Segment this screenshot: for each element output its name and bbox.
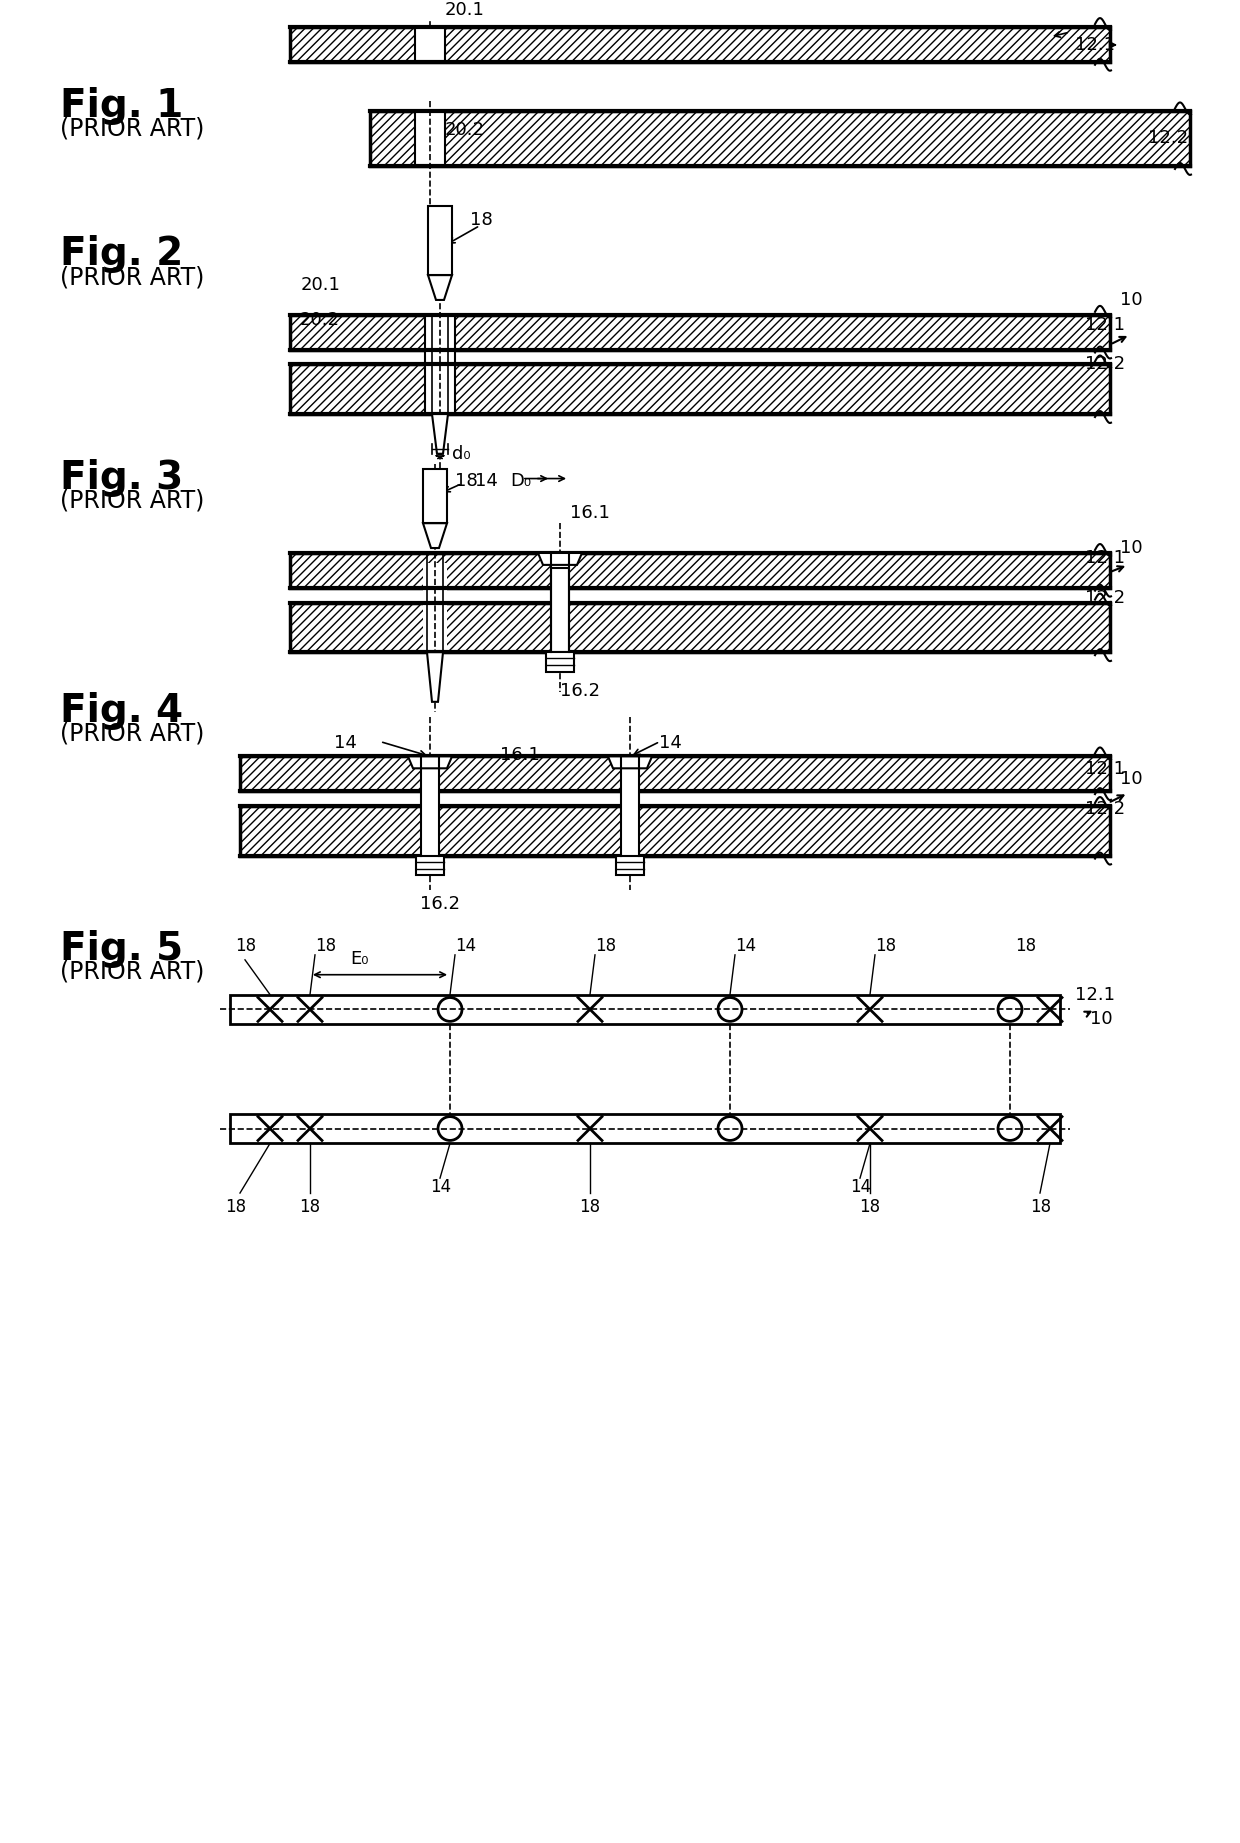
Bar <box>290 365 1110 415</box>
Polygon shape <box>432 415 448 453</box>
Text: 16.2: 16.2 <box>560 682 600 700</box>
Polygon shape <box>427 652 443 702</box>
Text: 16.1: 16.1 <box>500 746 539 765</box>
Bar <box>415 855 444 875</box>
Bar <box>423 468 446 523</box>
Text: 14: 14 <box>334 734 356 752</box>
Text: Fig. 1: Fig. 1 <box>60 87 184 125</box>
Text: 10: 10 <box>1120 538 1142 557</box>
Text: (PRIOR ART): (PRIOR ART) <box>60 265 205 289</box>
Bar <box>428 206 453 275</box>
Bar <box>290 28 1110 63</box>
Polygon shape <box>538 553 582 566</box>
Text: 18: 18 <box>236 936 257 955</box>
Text: 18: 18 <box>579 1198 600 1216</box>
Text: 18: 18 <box>315 936 336 955</box>
Text: 12.1: 12.1 <box>1085 315 1125 334</box>
Polygon shape <box>423 523 446 547</box>
Text: 16.1: 16.1 <box>570 505 610 522</box>
Text: 12.2: 12.2 <box>1085 356 1125 374</box>
Text: 18: 18 <box>470 210 492 229</box>
Text: (PRIOR ART): (PRIOR ART) <box>60 116 205 140</box>
Text: 14: 14 <box>658 734 682 752</box>
Bar <box>551 568 569 652</box>
Bar <box>621 769 639 857</box>
Text: 18: 18 <box>224 1198 246 1216</box>
Text: 10: 10 <box>1120 291 1142 310</box>
Polygon shape <box>608 756 652 769</box>
Text: 20.1: 20.1 <box>300 276 340 295</box>
Text: Fig. 4: Fig. 4 <box>60 691 184 730</box>
Bar <box>546 652 574 673</box>
Bar <box>423 562 446 654</box>
Text: Fig. 3: Fig. 3 <box>60 459 184 498</box>
Text: 12.1: 12.1 <box>1085 549 1125 568</box>
Bar <box>290 553 1110 588</box>
Text: 12.2: 12.2 <box>1085 800 1125 818</box>
Text: 20.2: 20.2 <box>300 311 340 328</box>
Text: D₀: D₀ <box>510 472 531 490</box>
Text: 20.2: 20.2 <box>445 122 485 140</box>
Bar <box>290 603 1110 652</box>
Bar <box>241 756 1110 791</box>
Bar <box>415 109 445 168</box>
Bar <box>229 995 1060 1025</box>
Bar <box>370 111 1190 166</box>
Text: 14: 14 <box>849 1178 872 1196</box>
Text: 18: 18 <box>859 1198 880 1216</box>
Text: 18: 18 <box>455 472 477 490</box>
Text: 12.2: 12.2 <box>1085 588 1125 606</box>
Text: (PRIOR ART): (PRIOR ART) <box>60 488 205 512</box>
Polygon shape <box>428 275 453 300</box>
Bar <box>415 26 445 65</box>
Bar <box>425 313 455 417</box>
Text: Fig. 5: Fig. 5 <box>60 931 184 968</box>
Polygon shape <box>408 756 453 769</box>
Bar <box>290 315 1110 350</box>
Text: 16.2: 16.2 <box>420 896 460 914</box>
Text: (PRIOR ART): (PRIOR ART) <box>60 722 205 746</box>
Bar <box>422 769 439 857</box>
Text: 18: 18 <box>875 936 897 955</box>
Bar <box>241 805 1110 855</box>
Text: 12.1: 12.1 <box>1075 986 1115 1004</box>
Text: 12.1: 12.1 <box>1085 761 1125 778</box>
Text: 20.1: 20.1 <box>445 2 485 18</box>
Text: 10: 10 <box>1120 770 1142 789</box>
Text: 18: 18 <box>299 1198 321 1216</box>
Text: 14: 14 <box>455 936 476 955</box>
Bar <box>551 566 569 654</box>
Text: 12.1: 12.1 <box>1075 35 1115 53</box>
Bar <box>616 855 644 875</box>
Text: 18: 18 <box>1030 1198 1052 1216</box>
Text: 18: 18 <box>1016 936 1037 955</box>
Bar <box>229 1113 1060 1143</box>
Text: 14: 14 <box>735 936 756 955</box>
Text: 18: 18 <box>595 936 616 955</box>
Text: (PRIOR ART): (PRIOR ART) <box>60 960 205 984</box>
Text: d₀: d₀ <box>453 444 471 463</box>
Text: 12.2: 12.2 <box>1148 129 1188 147</box>
Text: Fig. 2: Fig. 2 <box>60 236 184 273</box>
Text: 14: 14 <box>475 472 498 490</box>
Text: 10: 10 <box>1090 1010 1112 1028</box>
Text: E₀: E₀ <box>351 949 370 968</box>
Text: 14: 14 <box>430 1178 451 1196</box>
